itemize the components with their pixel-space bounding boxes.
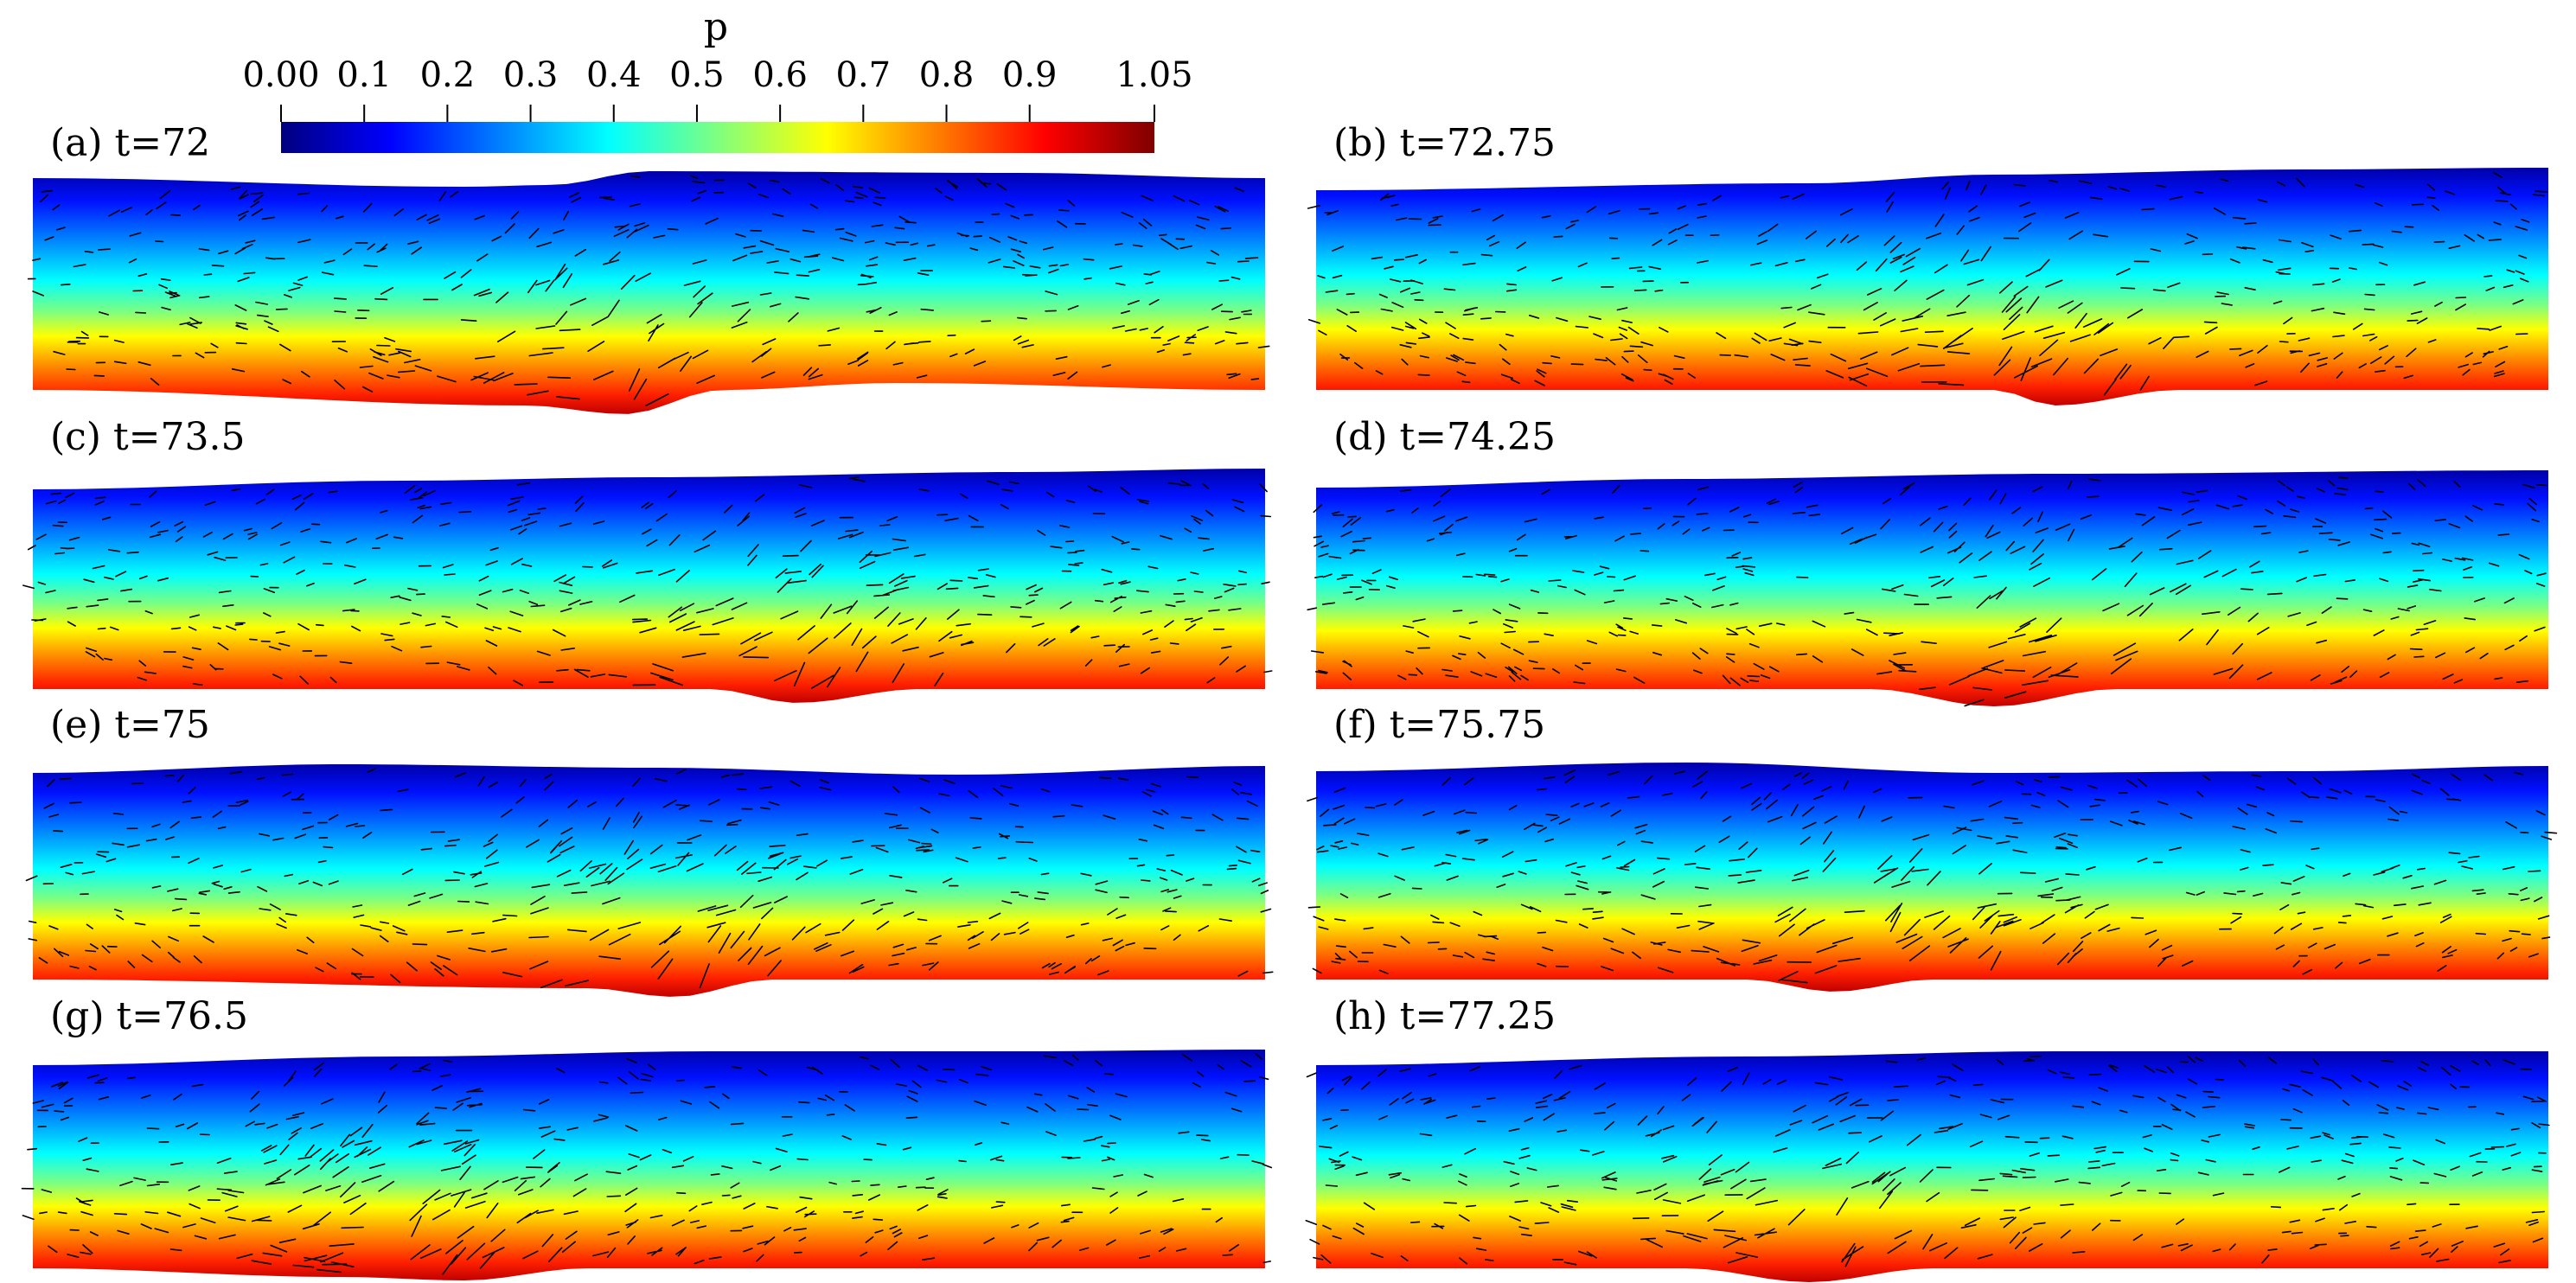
panel-f: (f) t=75.75 <box>1307 703 2558 992</box>
velocity-arrows-e <box>25 768 1274 989</box>
velocity-arrows-g <box>21 1053 1273 1275</box>
panel-label-f: (f) t=75.75 <box>1333 703 1545 747</box>
velocity-arrow-glyphs <box>27 175 1270 406</box>
colorbar-tick-label: 0.1 <box>336 55 392 95</box>
pressure-field-c <box>33 469 1265 703</box>
velocity-arrow-glyphs <box>22 476 1273 689</box>
velocity-arrow-glyphs <box>21 1053 1273 1275</box>
panel-label-h: (h) t=77.25 <box>1333 994 1556 1038</box>
velocity-arrows-c <box>22 476 1273 689</box>
pressure-field-band <box>1316 763 2548 992</box>
velocity-arrows-b <box>1307 171 2548 396</box>
pressure-field-band <box>33 764 1265 997</box>
pressure-field-g <box>33 1050 1265 1280</box>
colorbar-ticks: 0.00 0.1 0.2 0.3 0.4 0.5 0.6 0.7 0.8 0.9 1.05 <box>242 55 1193 122</box>
colorbar-tick-label: 0.5 <box>669 55 725 95</box>
pressure-field-d <box>1316 470 2548 706</box>
velocity-arrow-glyphs <box>25 768 1274 989</box>
pressure-field-b <box>1316 168 2548 405</box>
colorbar-tick-label: 0.00 <box>242 55 319 95</box>
panel-grid: (a) t=72 (b) t=72.75 (c) t=73.5 (d) t=74… <box>21 121 2558 1282</box>
colorbar-tick-label: 0.7 <box>836 55 892 95</box>
velocity-arrows-h <box>1305 1056 2550 1267</box>
panel-label-a: (a) t=72 <box>50 121 210 165</box>
pressure-field-e <box>33 764 1265 997</box>
colorbar-tick-label: 0.6 <box>752 55 808 95</box>
colorbar-tick-label: 1.05 <box>1115 55 1192 95</box>
colorbar-tick-label: 0.4 <box>586 55 642 95</box>
colorbar-tick-label: 0.3 <box>503 55 559 95</box>
panel-label-b: (b) t=72.75 <box>1333 121 1556 165</box>
pressure-field-band <box>1316 470 2548 706</box>
pressure-field-f <box>1316 763 2548 992</box>
panel-d: (d) t=74.25 <box>1307 415 2548 707</box>
velocity-arrows-d <box>1307 476 2547 707</box>
panel-label-d: (d) t=74.25 <box>1333 415 1556 459</box>
pressure-field-band <box>33 1050 1265 1280</box>
velocity-arrow-glyphs <box>1305 1056 2550 1267</box>
colorbar-variable-label: p <box>704 5 728 49</box>
panel-g: (g) t=76.5 <box>21 994 1273 1280</box>
colorbar-bar <box>281 122 1154 153</box>
colorbar-tick-label: 0.2 <box>420 55 476 95</box>
panel-e: (e) t=75 <box>25 703 1274 997</box>
velocity-arrow-glyphs <box>1307 769 2558 984</box>
pressure-field-band <box>1316 1051 2548 1282</box>
pressure-field-band <box>33 469 1265 703</box>
panel-label-e: (e) t=75 <box>50 703 210 747</box>
velocity-arrow-glyphs <box>1307 476 2547 707</box>
panel-a: (a) t=72 <box>27 121 1270 414</box>
panel-c: (c) t=73.5 <box>22 415 1273 703</box>
pressure-field-h <box>1316 1051 2548 1282</box>
pressure-field-band <box>33 171 1265 414</box>
colorbar: p 0.00 0.1 0.2 0.3 0.4 0.5 0.6 0.7 0.8 0.9 1.05 <box>242 5 1193 153</box>
colorbar-tick-label: 0.8 <box>919 55 975 95</box>
panel-label-c: (c) t=73.5 <box>50 415 245 459</box>
panel-b: (b) t=72.75 <box>1307 121 2548 405</box>
velocity-arrows-f <box>1307 769 2558 984</box>
pressure-field-band <box>1316 168 2548 405</box>
velocity-arrows-a <box>27 175 1270 406</box>
velocity-arrow-glyphs <box>1307 171 2548 396</box>
panel-label-g: (g) t=76.5 <box>50 994 248 1038</box>
pressure-field-a <box>33 171 1265 414</box>
panel-h: (h) t=77.25 <box>1305 994 2550 1282</box>
colorbar-tick-label: 0.9 <box>1002 55 1058 95</box>
